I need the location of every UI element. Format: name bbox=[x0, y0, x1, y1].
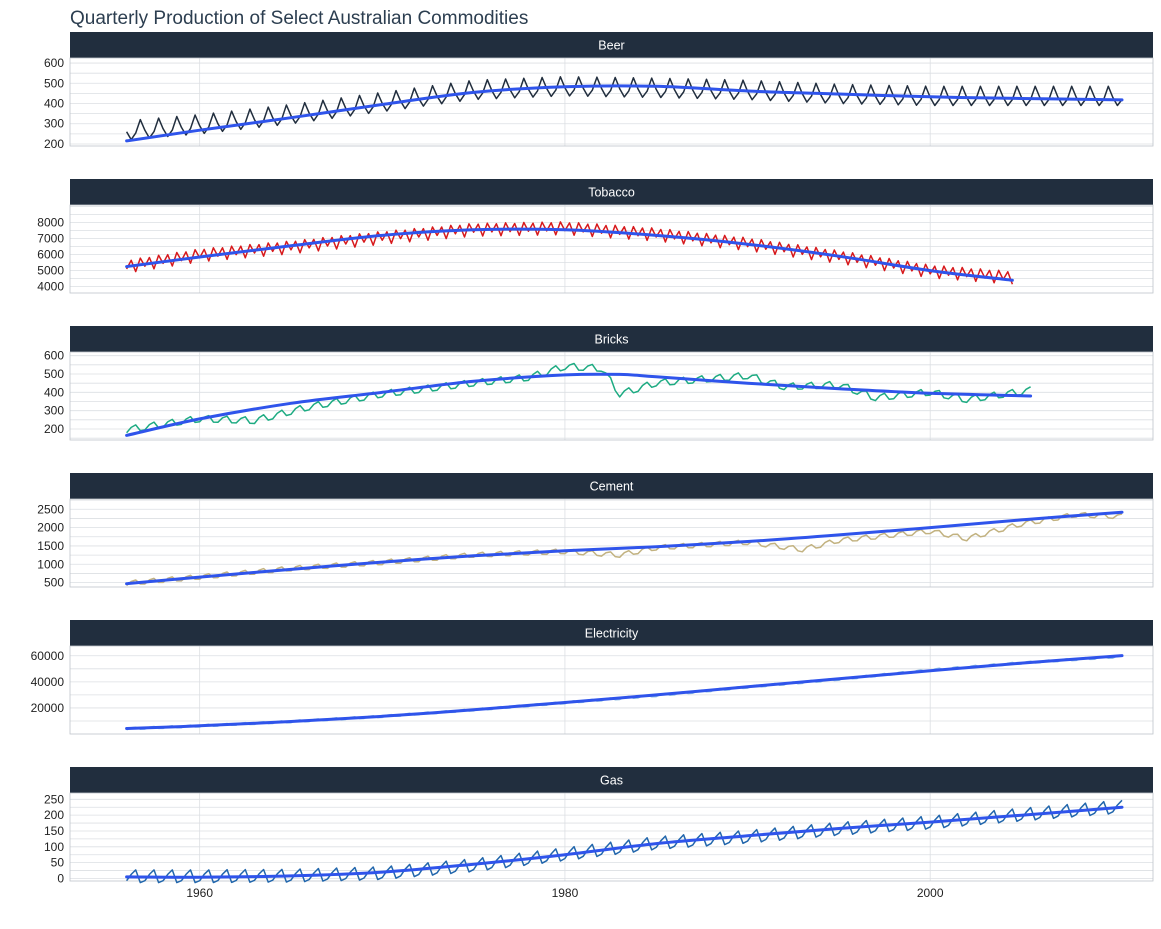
x-axis: 1960 1980 2000 bbox=[186, 886, 944, 900]
facet-label-cement: Cement bbox=[590, 480, 634, 494]
y-tick-label: 500 bbox=[44, 76, 64, 90]
facet-label-beer: Beer bbox=[598, 39, 624, 53]
facet-panels: Beer200300400500600Tobacco40005000600070… bbox=[31, 32, 1154, 885]
facet-cement: Cement 500 1000 1500 2000 2500 bbox=[37, 473, 1154, 590]
panel-border-gas bbox=[69, 792, 1154, 882]
facet-strip-cement bbox=[70, 473, 1153, 499]
y-tick-label: 500 bbox=[44, 576, 64, 590]
trend-line-gas bbox=[125, 805, 1124, 879]
y-tick-label: 8000 bbox=[37, 216, 64, 230]
facet-beer: Beer 200 300 400 500 600 bbox=[44, 32, 1154, 151]
y-tick-label: 50 bbox=[51, 856, 65, 870]
facet-strip-beer bbox=[70, 32, 1153, 58]
y-tick-label: 7000 bbox=[37, 232, 64, 246]
y-tick-label: 300 bbox=[44, 117, 64, 131]
y-tick-label: 400 bbox=[44, 97, 64, 111]
chart-title: Quarterly Production of Select Australia… bbox=[70, 8, 528, 29]
y-tick-label: 100 bbox=[44, 840, 64, 854]
y-tick-label: 20000 bbox=[31, 701, 65, 715]
y-tick-label: 5000 bbox=[37, 264, 64, 278]
trend-line-electricity bbox=[125, 654, 1124, 730]
y-tick-label: 400 bbox=[44, 385, 64, 399]
facet-label-tobacco: Tobacco bbox=[588, 186, 635, 200]
facet-strip-tobacco bbox=[70, 179, 1153, 205]
y-tick-label: 600 bbox=[44, 56, 64, 70]
gridlines-gas bbox=[70, 793, 1153, 881]
series-line-gas bbox=[125, 799, 1123, 884]
y-tick-label: 150 bbox=[44, 824, 64, 838]
panel-border-beer bbox=[69, 57, 1154, 147]
y-tick-label: 250 bbox=[44, 792, 64, 806]
y-tick-label: 0 bbox=[57, 871, 64, 885]
x-tick-label: 2000 bbox=[917, 886, 944, 900]
facet-electricity: Electricity 20000 40000 60000 bbox=[31, 620, 1154, 735]
facet-strip-electricity bbox=[70, 620, 1153, 646]
y-tick-label: 1500 bbox=[37, 539, 64, 553]
trend-line-beer bbox=[125, 84, 1124, 143]
facet-strip-gas bbox=[70, 767, 1153, 793]
y-tick-label: 40000 bbox=[31, 675, 65, 689]
facet-label-bricks: Bricks bbox=[594, 333, 628, 347]
y-tick-label: 600 bbox=[44, 349, 64, 363]
series-line-bricks bbox=[126, 362, 1031, 434]
y-tick-label: 200 bbox=[44, 422, 64, 436]
facet-strip-bricks bbox=[70, 326, 1153, 352]
gridlines-beer bbox=[70, 58, 1153, 146]
y-tick-label: 300 bbox=[44, 404, 64, 418]
gridlines-cement bbox=[70, 499, 1153, 587]
y-tick-label: 4000 bbox=[37, 280, 64, 294]
gridlines-bricks bbox=[70, 352, 1153, 440]
panel-border-tobacco bbox=[69, 204, 1154, 294]
y-tick-label: 2500 bbox=[37, 502, 64, 516]
trend-line-tobacco bbox=[125, 227, 1014, 282]
trend-line-bricks bbox=[125, 372, 1033, 437]
y-tick-label: 2000 bbox=[37, 521, 64, 535]
panel-border-cement bbox=[69, 498, 1154, 588]
trend-line-cement bbox=[125, 510, 1124, 586]
facet-gas: Gas 050 100 150 200 250 bbox=[44, 767, 1154, 885]
y-tick-label: 6000 bbox=[37, 248, 64, 262]
facet-label-gas: Gas bbox=[600, 774, 623, 788]
x-tick-label: 1980 bbox=[552, 886, 579, 900]
y-tick-label: 1000 bbox=[37, 557, 64, 571]
y-tick-label: 200 bbox=[44, 137, 64, 151]
facet-bricks: Bricks 200 300 400 500 600 bbox=[44, 326, 1154, 441]
panel-border-bricks bbox=[69, 351, 1154, 441]
y-tick-label: 500 bbox=[44, 367, 64, 381]
y-tick-label: 60000 bbox=[31, 649, 65, 663]
facet-label-electricity: Electricity bbox=[585, 627, 639, 641]
facet-tobacco: Tobacco 4000 5000 6000 7000 8000 bbox=[37, 179, 1154, 294]
panel-border-electricity bbox=[69, 645, 1154, 735]
x-tick-label: 1960 bbox=[186, 886, 213, 900]
gridlines-electricity bbox=[70, 646, 1153, 734]
y-tick-label: 200 bbox=[44, 808, 64, 822]
